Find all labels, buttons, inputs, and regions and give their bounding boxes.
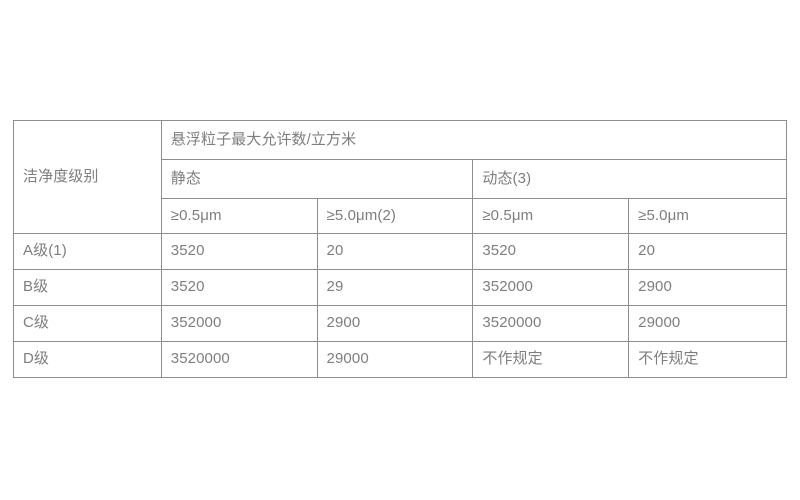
header-cell-static-05: ≥0.5μm [160,198,318,234]
cell-dynamic-50: 29000 [628,305,787,342]
cell-grade-text: C级 [23,314,50,332]
cell-static-50-text: 20 [326,242,344,260]
cell-dynamic-50-text: 29000 [638,314,681,332]
header-cell-grade: 洁净度级别 [13,120,162,234]
cell-static-05-text: 3520 [170,278,205,296]
header-cell-dynamic-50: ≥5.0μm [628,198,787,234]
header-cell-static: 静态 [160,159,474,199]
cell-static-50: 20 [316,233,474,270]
cell-dynamic-05-text: 3520000 [482,314,542,332]
cell-grade-text: D级 [23,350,50,368]
cell-static-50-text: 29000 [326,350,369,368]
cell-static-50-text: 2900 [326,314,361,332]
cell-dynamic-50: 2900 [628,269,787,306]
header-static-label: 静态 [170,169,201,187]
cell-dynamic-50-text: 不作规定 [638,350,699,368]
cell-grade: C级 [13,305,162,342]
cell-static-05: 3520000 [160,341,318,378]
cell-grade: B级 [13,269,162,306]
table-header-row-sizes: ≥0.5μm ≥5.0μm(2) ≥0.5μm ≥5.0μm [14,198,787,234]
cell-static-05-text: 352000 [170,314,222,332]
header-cell-dynamic: 动态(3) [472,159,787,199]
header-dynamic-05-label: ≥0.5μm [482,206,534,224]
table-row: D级 3520000 29000 不作规定 不作规定 [13,341,787,378]
cell-static-50: 29 [316,269,474,306]
cell-dynamic-50-text: 20 [638,242,656,260]
cell-dynamic-05: 3520000 [472,305,630,342]
cell-static-05-text: 3520000 [170,350,230,368]
header-cell-dynamic-05: ≥0.5μm [472,198,630,234]
cell-static-05: 3520 [160,233,318,270]
cell-static-50: 29000 [316,341,474,378]
cell-dynamic-50-text: 2900 [638,278,672,296]
header-static-50-label: ≥5.0μm(2) [326,206,397,224]
table-header-row-state: 静态 动态(3) [14,159,787,199]
cell-dynamic-05-text: 不作规定 [482,350,543,368]
cell-dynamic-05-text: 3520 [482,242,517,260]
header-cell-particles-span: 悬浮粒子最大允许数/立方米 [160,120,788,160]
cell-dynamic-05: 3520 [472,233,630,270]
cell-static-50-text: 29 [326,278,344,296]
header-particles-label: 悬浮粒子最大允许数/立方米 [170,130,357,148]
table-row: A级(1) 3520 20 3520 20 [13,233,787,270]
cell-dynamic-05: 不作规定 [472,341,630,378]
cell-static-05: 3520 [160,269,318,306]
table-row: B级 3520 29 352000 2900 [13,269,787,306]
cell-grade: A级(1) [13,233,162,270]
cell-grade-text: A级(1) [23,242,67,260]
cell-static-50: 2900 [316,305,474,342]
table-row: C级 352000 2900 3520000 29000 [13,305,787,342]
cell-dynamic-50: 不作规定 [628,341,787,378]
cell-dynamic-05-text: 352000 [482,278,533,296]
cell-static-05-text: 3520 [170,242,205,260]
cell-dynamic-50: 20 [628,233,787,270]
header-grade-label: 洁净度级别 [23,167,99,185]
header-dynamic-50-label: ≥5.0μm [638,206,689,224]
cell-grade-text: B级 [23,278,49,296]
cleanroom-grade-table-wrapper: 洁净度级别 悬浮粒子最大允许数/立方米 静态 动态(3) [13,120,788,378]
header-static-05-label: ≥0.5μm [170,206,222,224]
cleanroom-grade-table: 洁净度级别 悬浮粒子最大允许数/立方米 静态 动态(3) [13,120,788,378]
header-cell-static-50: ≥5.0μm(2) [316,198,474,234]
table-header-row-title: 洁净度级别 悬浮粒子最大允许数/立方米 [13,120,788,234]
cell-static-05: 352000 [160,305,318,342]
header-dynamic-label: 动态(3) [482,169,532,187]
cell-dynamic-05: 352000 [472,269,630,306]
cell-grade: D级 [13,341,162,378]
